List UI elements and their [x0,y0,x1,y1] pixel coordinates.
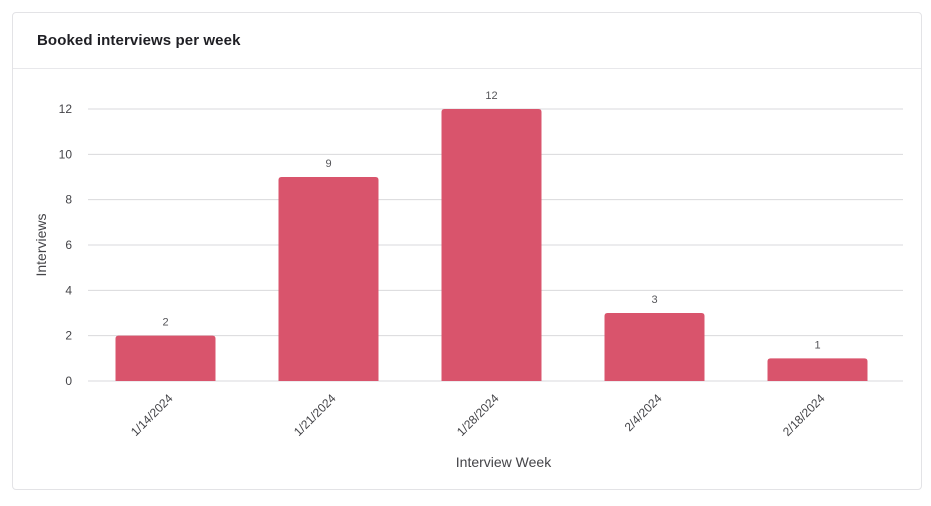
data-label: 9 [325,158,331,170]
y-tick-label: 2 [65,329,72,343]
data-label: 12 [485,90,497,102]
x-axis-title: Interview Week [456,454,552,470]
card-header: Booked interviews per week [13,13,921,69]
data-label: 1 [814,339,820,351]
bar [441,109,542,381]
x-tick-label: 1/21/2024 [291,391,339,439]
y-tick-label: 4 [65,283,72,297]
y-tick-label: 10 [59,147,73,161]
card-title: Booked interviews per week [37,32,241,49]
x-tick-label: 1/14/2024 [128,391,176,439]
bar [278,177,379,381]
data-label: 3 [651,294,657,306]
bar [767,358,868,381]
data-label: 2 [162,317,168,329]
bar [604,313,705,381]
y-tick-label: 8 [65,193,72,207]
bar [115,335,216,381]
y-tick-label: 0 [65,374,72,388]
x-tick-label: 1/28/2024 [454,391,502,439]
y-axis-title: Interviews [33,213,49,276]
x-tick-label: 2/18/2024 [780,391,828,439]
y-tick-label: 12 [59,102,73,116]
y-tick-label: 6 [65,238,72,252]
x-tick-label: 2/4/2024 [622,391,665,434]
